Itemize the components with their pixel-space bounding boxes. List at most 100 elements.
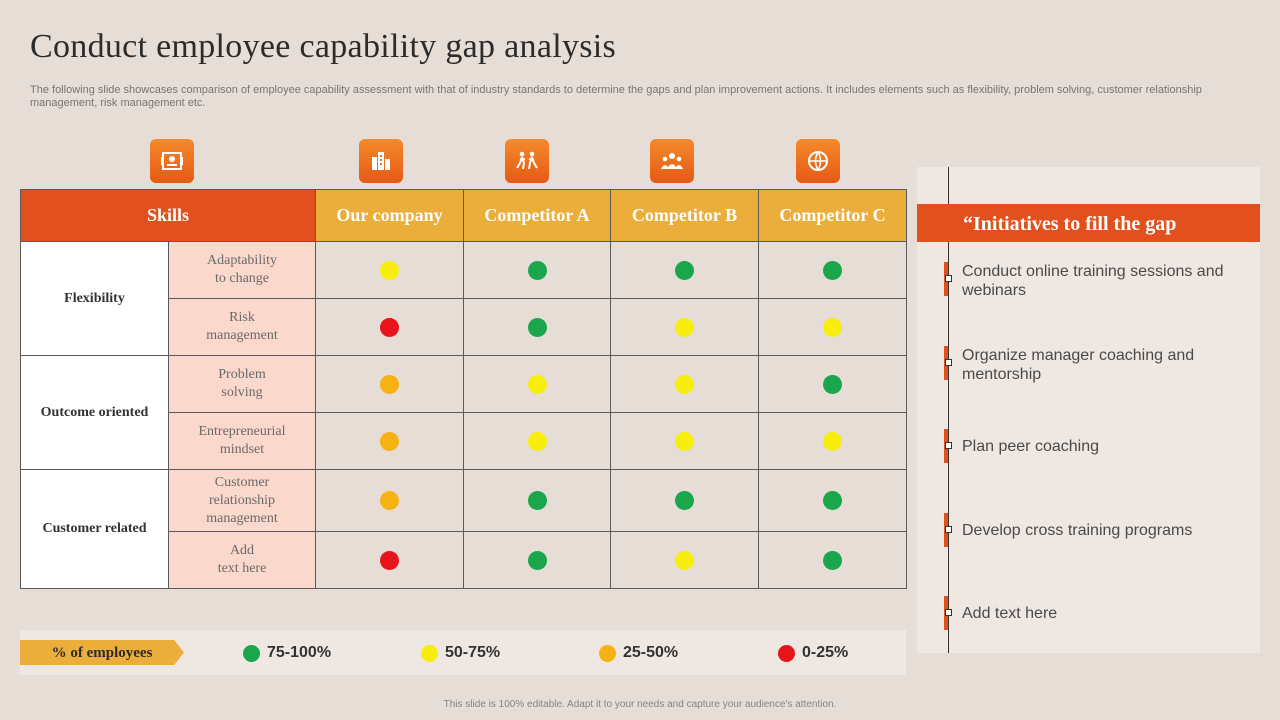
rating-dot-green [823,550,842,570]
table-row: Add text here [21,531,907,589]
legend-dot [243,644,260,662]
legend-item: 25-50% [599,644,678,662]
column-header-competitor-c: Competitor C [758,189,907,242]
rating-dot-yellow [380,260,399,280]
legend-dot [421,644,438,662]
rating-dot-orange [380,431,399,451]
buildings-icon [359,139,403,183]
legend-dot [778,644,795,662]
rating-cell [758,531,907,589]
rating-dot-red [380,550,399,570]
rating-dot-green [527,550,547,570]
rating-cell [463,412,611,470]
initiative-text: Organize manager coaching and mentorship [962,347,1195,383]
rating-cell [315,412,464,470]
table-row: Entrepreneurial mindset [21,412,907,470]
rating-dot-green [823,374,842,394]
rating-cell [758,241,907,299]
legend-text: 0-25% [802,644,849,661]
rating-cell [463,355,611,413]
legend-item: 75-100% [243,644,331,662]
rating-cell [463,298,611,356]
rating-cell [315,531,464,589]
rating-dot-yellow [823,317,842,337]
rating-dot-green [823,491,842,510]
rating-dot-yellow [527,431,547,451]
rating-dot-green [675,260,694,280]
rating-cell [315,298,464,356]
rating-dot-yellow [675,374,694,394]
skill-label: Customer relationship management [168,469,316,532]
skill-label: Entrepreneurial mindset [168,412,316,470]
rating-dot-green [675,491,694,510]
rating-cell [610,241,759,299]
skill-group-label: Flexibility [20,241,169,356]
initiatives-panel [917,167,1260,653]
timeline-node [945,442,952,449]
rating-cell [610,531,759,589]
rating-dot-yellow [675,317,694,337]
skill-label: Problem solving [168,355,316,413]
rating-cell [610,355,759,413]
page-subtitle: The following slide showcases comparison… [30,84,1202,109]
timeline-node [945,359,952,366]
rating-cell [463,241,611,299]
rating-dot-yellow [675,431,694,451]
rating-cell [315,469,464,532]
team-icon [650,139,694,183]
skill-label: Add text here [168,531,316,589]
legend-text: 75-100% [267,644,332,661]
rating-cell [610,469,759,532]
initiative-text: Conduct online training sessions and web… [962,263,1224,299]
comparison-table: Skills Our company Competitor A Competit… [20,189,907,589]
rating-dot-orange [380,374,399,394]
skill-label: Risk management [168,298,316,356]
rating-dot-green [823,260,842,280]
rating-cell [758,469,907,532]
table-row: Outcome oriented Problem solving [20,355,907,470]
table-row: Risk management [21,298,907,356]
rating-cell [610,298,759,356]
rating-dot-green [527,260,547,280]
legend-item: 50-75% [421,644,500,662]
skill-group-label: Customer related [20,469,169,589]
rating-cell [610,412,759,470]
rating-dot-yellow [823,431,842,451]
rating-dot-green [527,491,547,510]
rating-dot-yellow [527,374,547,394]
table-row: Flexibility Adaptability to change [20,241,907,356]
initiative-text: Develop cross training programs [962,522,1193,539]
rating-cell [758,412,907,470]
rating-cell [758,355,907,413]
column-header-competitor-b: Competitor B [610,189,759,242]
footer-note: This slide is 100% editable. Adapt it to… [443,699,837,710]
rating-cell [315,355,464,413]
timeline-line [948,167,949,653]
rating-dot-red [380,317,399,337]
globe-icon [796,139,840,183]
timeline-node [945,526,952,533]
rating-cell [463,531,611,589]
rating-cell [758,298,907,356]
legend-item: 0-25% [778,644,848,662]
legend-dot [599,644,616,662]
rating-dot-yellow [675,550,694,570]
page-title: Conduct employee capability gap analysis [30,28,617,65]
timeline-node [945,609,952,616]
timeline-node [945,275,952,282]
rating-dot-green [527,317,547,337]
skills-header: Skills [20,189,316,242]
column-header-our-company: Our company [315,189,464,242]
skill-group-label: Outcome oriented [20,355,169,470]
initiative-text: Plan peer coaching [962,438,1099,455]
rating-dot-orange [380,491,399,510]
table-row: Customer related Customer relationship ma… [20,469,907,589]
initiative-text: Add text here [962,605,1058,622]
id-card-icon [150,139,194,183]
people-running-icon [505,139,549,183]
skill-label: Adaptability to change [168,241,316,299]
initiatives-header: “Initiatives to fill the gap [917,204,1260,242]
legend-label: % of employees [20,640,184,665]
legend-text: 50-75% [445,644,501,661]
rating-cell [315,241,464,299]
